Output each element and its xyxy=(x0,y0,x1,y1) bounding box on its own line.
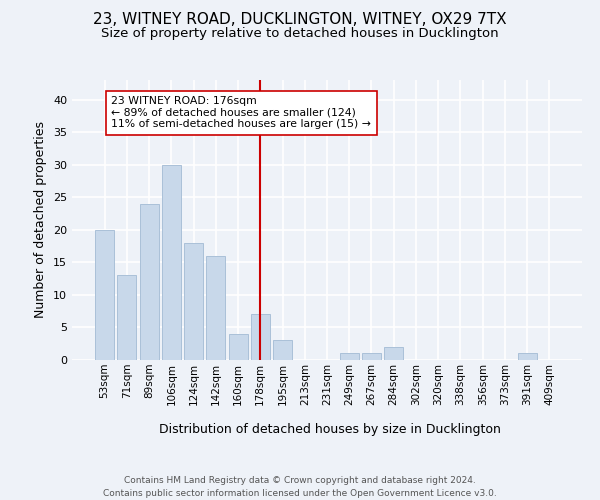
Text: Contains public sector information licensed under the Open Government Licence v3: Contains public sector information licen… xyxy=(103,489,497,498)
Bar xyxy=(384,347,403,360)
Text: 23, WITNEY ROAD, DUCKLINGTON, WITNEY, OX29 7TX: 23, WITNEY ROAD, DUCKLINGTON, WITNEY, OX… xyxy=(93,12,507,28)
Bar xyxy=(140,204,158,360)
Text: 23 WITNEY ROAD: 176sqm
← 89% of detached houses are smaller (124)
11% of semi-de: 23 WITNEY ROAD: 176sqm ← 89% of detached… xyxy=(112,96,371,130)
Bar xyxy=(118,276,136,360)
Text: Contains HM Land Registry data © Crown copyright and database right 2024.: Contains HM Land Registry data © Crown c… xyxy=(124,476,476,485)
Text: Size of property relative to detached houses in Ducklington: Size of property relative to detached ho… xyxy=(101,28,499,40)
Bar xyxy=(362,354,381,360)
Bar xyxy=(340,354,359,360)
Y-axis label: Number of detached properties: Number of detached properties xyxy=(34,122,47,318)
Bar xyxy=(184,243,203,360)
Bar xyxy=(229,334,248,360)
Text: Distribution of detached houses by size in Ducklington: Distribution of detached houses by size … xyxy=(159,422,501,436)
Bar xyxy=(162,164,181,360)
Bar xyxy=(518,354,536,360)
Bar xyxy=(251,314,270,360)
Bar xyxy=(95,230,114,360)
Bar xyxy=(273,340,292,360)
Bar xyxy=(206,256,225,360)
